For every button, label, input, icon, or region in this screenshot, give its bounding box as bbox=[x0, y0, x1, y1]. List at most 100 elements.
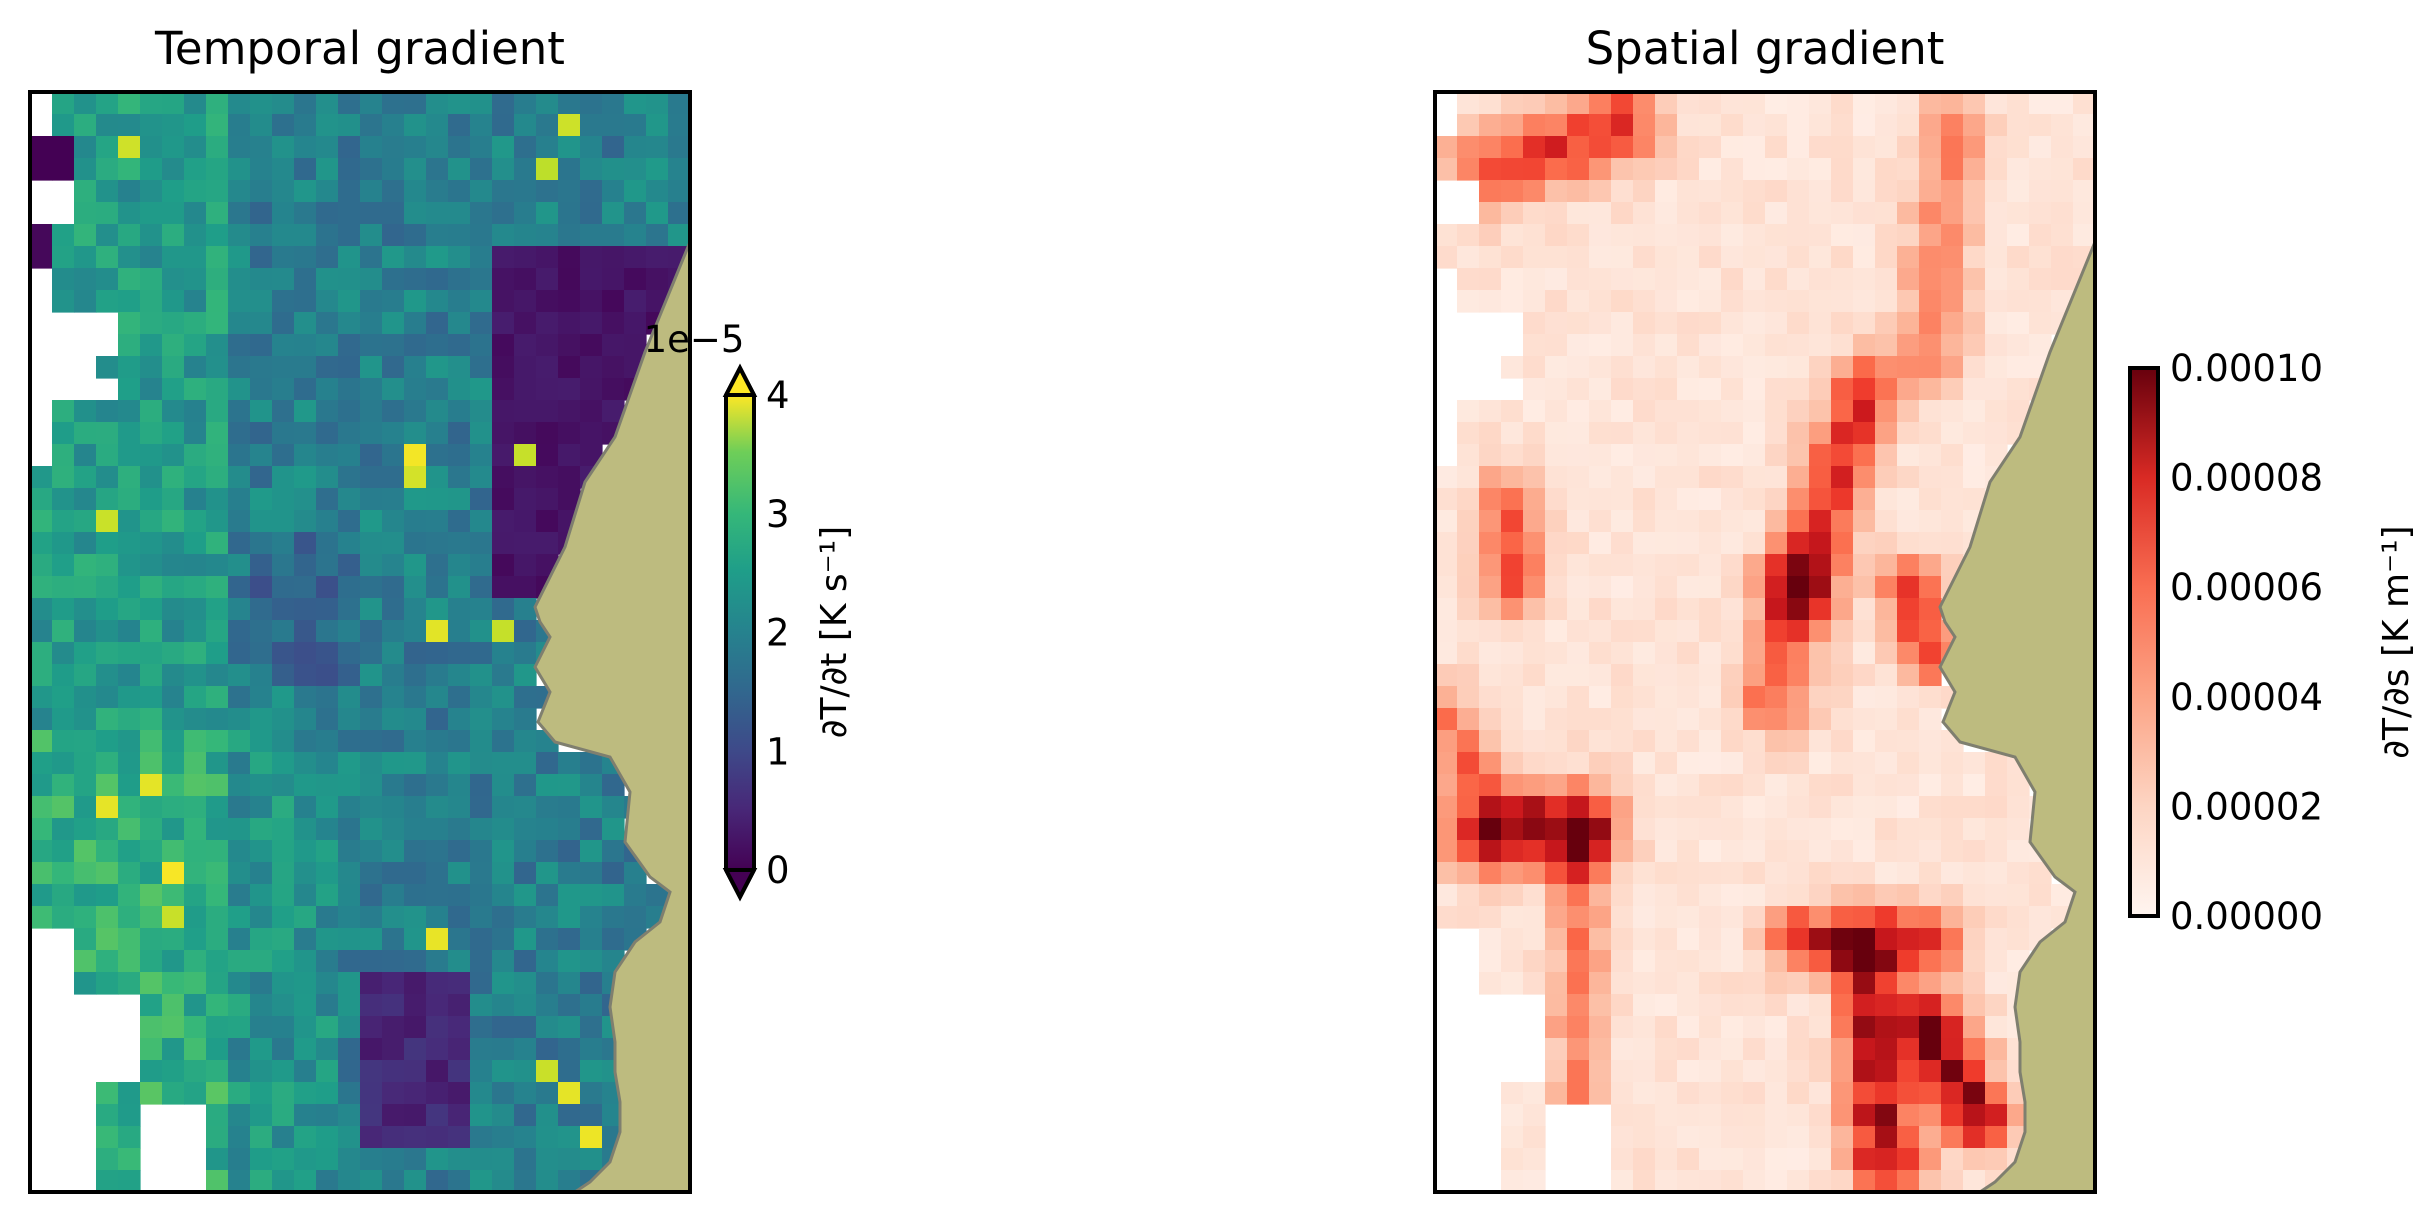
heatmap-cell bbox=[1831, 158, 1854, 181]
heatmap-cell bbox=[470, 290, 493, 313]
heatmap-cell bbox=[1963, 818, 1986, 841]
heatmap-cell bbox=[140, 136, 163, 159]
heatmap-cell bbox=[96, 158, 119, 181]
heatmap-cell bbox=[360, 928, 383, 951]
heatmap-cell bbox=[52, 774, 75, 797]
heatmap-cell bbox=[1699, 1016, 1722, 1039]
heatmap-cell bbox=[1567, 730, 1590, 753]
heatmap-cell bbox=[338, 928, 361, 951]
heatmap-cell bbox=[382, 1170, 405, 1192]
heatmap-cell bbox=[206, 928, 229, 951]
heatmap-cell bbox=[1941, 202, 1964, 225]
heatmap-cell bbox=[1523, 664, 1546, 687]
heatmap-cell bbox=[272, 1170, 295, 1192]
heatmap-cell bbox=[2029, 884, 2052, 907]
heatmap-cell bbox=[580, 136, 603, 159]
heatmap-cell bbox=[536, 884, 559, 907]
heatmap-cell bbox=[1787, 92, 1810, 115]
heatmap-cell bbox=[30, 686, 53, 709]
heatmap-cell bbox=[470, 862, 493, 885]
heatmap-cell bbox=[1963, 334, 1986, 357]
heatmap-cell bbox=[668, 114, 690, 137]
heatmap-cell bbox=[1721, 334, 1744, 357]
heatmap-cell bbox=[1919, 180, 1942, 203]
heatmap-cell bbox=[426, 884, 449, 907]
heatmap-cell bbox=[338, 1148, 361, 1171]
heatmap-cell bbox=[294, 1104, 317, 1127]
heatmap-cell bbox=[1699, 532, 1722, 555]
heatmap-cell bbox=[448, 642, 471, 665]
heatmap-cell bbox=[1831, 598, 1854, 621]
heatmap-cell bbox=[448, 620, 471, 643]
heatmap-cell bbox=[1809, 510, 1832, 533]
heatmap-cell bbox=[470, 422, 493, 445]
heatmap-cell bbox=[1743, 686, 1766, 709]
heatmap-cell bbox=[448, 994, 471, 1017]
heatmap-cell bbox=[250, 356, 273, 379]
heatmap-cell bbox=[1435, 576, 1458, 599]
heatmap-cell bbox=[1633, 1060, 1656, 1083]
heatmap-cell bbox=[1831, 400, 1854, 423]
heatmap-cell bbox=[1963, 356, 1986, 379]
heatmap-cell bbox=[162, 532, 185, 555]
heatmap-cell bbox=[1567, 774, 1590, 797]
heatmap-cell bbox=[1743, 224, 1766, 247]
heatmap-cell bbox=[558, 884, 581, 907]
heatmap-cell bbox=[1963, 1060, 1986, 1083]
heatmap-cell bbox=[1589, 290, 1612, 313]
heatmap-cell bbox=[1435, 554, 1458, 577]
heatmap-cell bbox=[1589, 1060, 1612, 1083]
heatmap-cell bbox=[184, 268, 207, 291]
heatmap-cell bbox=[1479, 928, 1502, 951]
heatmap-cell bbox=[1743, 400, 1766, 423]
heatmap-cell bbox=[1875, 774, 1898, 797]
heatmap-cell bbox=[1699, 180, 1722, 203]
heatmap-cell bbox=[1655, 510, 1678, 533]
heatmap-cell bbox=[1765, 1126, 1788, 1149]
heatmap-cell bbox=[316, 1060, 339, 1083]
heatmap-cell bbox=[426, 752, 449, 775]
heatmap-cell bbox=[1611, 114, 1634, 137]
heatmap-cell bbox=[1787, 158, 1810, 181]
heatmap-cell bbox=[162, 752, 185, 775]
heatmap-cell bbox=[1809, 620, 1832, 643]
heatmap-cell bbox=[404, 664, 427, 687]
heatmap-cell bbox=[1633, 290, 1656, 313]
heatmap-cell bbox=[1633, 576, 1656, 599]
heatmap-cell bbox=[1919, 466, 1942, 489]
heatmap-cell bbox=[272, 994, 295, 1017]
heatmap-cell bbox=[2029, 180, 2052, 203]
heatmap-cell bbox=[1875, 554, 1898, 577]
heatmap-cell bbox=[206, 532, 229, 555]
colorbar-tick-label: 0.00000 bbox=[2170, 895, 2323, 938]
heatmap-cell bbox=[1853, 92, 1876, 115]
heatmap-cell bbox=[1919, 730, 1942, 753]
heatmap-cell bbox=[1743, 180, 1766, 203]
heatmap-cell bbox=[30, 532, 53, 555]
heatmap-cell bbox=[1919, 378, 1942, 401]
heatmap-cell bbox=[1523, 532, 1546, 555]
heatmap-cell bbox=[1501, 136, 1524, 159]
heatmap-cell bbox=[1897, 158, 1920, 181]
heatmap-cell bbox=[206, 1148, 229, 1171]
heatmap-cell bbox=[1545, 510, 1568, 533]
heatmap-cell bbox=[206, 1016, 229, 1039]
heatmap-cell bbox=[52, 752, 75, 775]
heatmap-cell bbox=[1853, 752, 1876, 775]
heatmap-cell bbox=[52, 664, 75, 687]
heatmap-cell bbox=[140, 92, 163, 115]
heatmap-cell bbox=[96, 466, 119, 489]
heatmap-cell bbox=[1479, 620, 1502, 643]
heatmap-cell bbox=[1545, 378, 1568, 401]
heatmap-cell bbox=[1765, 334, 1788, 357]
heatmap-cell bbox=[1435, 708, 1458, 731]
heatmap-cell bbox=[514, 334, 537, 357]
heatmap-cell bbox=[1589, 378, 1612, 401]
heatmap-cell bbox=[140, 708, 163, 731]
heatmap-cell bbox=[2051, 246, 2074, 269]
heatmap-cell bbox=[1853, 224, 1876, 247]
heatmap-cell bbox=[1919, 796, 1942, 819]
heatmap-cell bbox=[426, 598, 449, 621]
heatmap-cell bbox=[140, 334, 163, 357]
heatmap-cell bbox=[426, 554, 449, 577]
